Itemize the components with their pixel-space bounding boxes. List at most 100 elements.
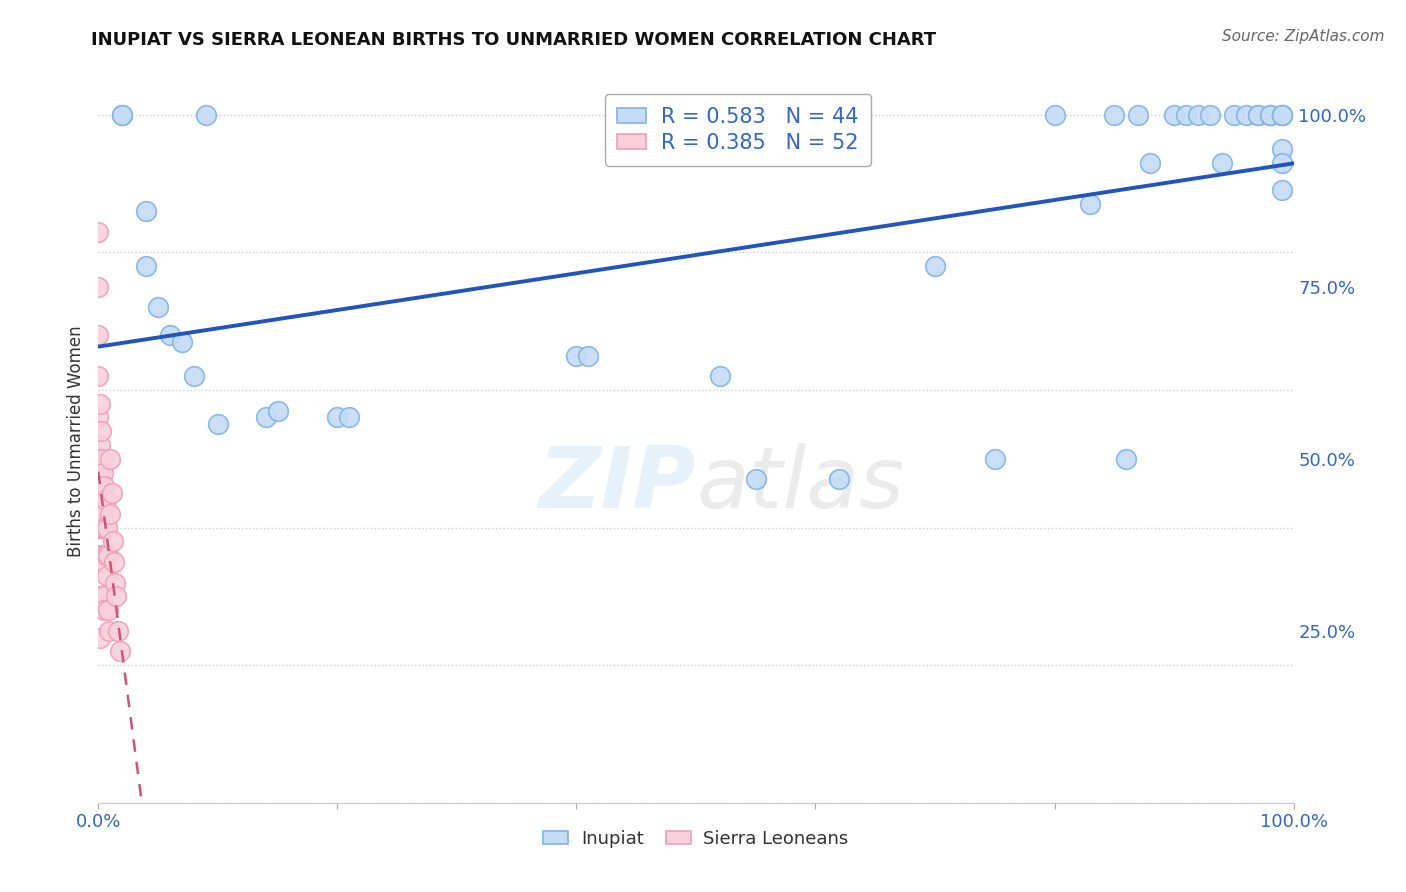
Point bbox=[87, 500, 110, 514]
Point bbox=[91, 520, 114, 534]
Point bbox=[172, 334, 194, 349]
Point bbox=[91, 451, 114, 466]
Point bbox=[1211, 156, 1233, 170]
Point bbox=[565, 349, 588, 363]
Point bbox=[148, 301, 170, 315]
Point bbox=[87, 369, 110, 384]
Point bbox=[87, 327, 110, 342]
Point bbox=[91, 486, 114, 500]
Point bbox=[91, 555, 114, 569]
Point bbox=[111, 108, 134, 122]
Point bbox=[89, 520, 111, 534]
Point bbox=[709, 369, 731, 384]
Point bbox=[159, 327, 181, 342]
Point bbox=[107, 624, 129, 638]
Point bbox=[1223, 108, 1246, 122]
Point bbox=[578, 349, 600, 363]
Point bbox=[267, 403, 290, 417]
Point bbox=[91, 466, 114, 480]
Point bbox=[1271, 108, 1294, 122]
Point bbox=[96, 568, 118, 582]
Point bbox=[101, 534, 124, 549]
Point bbox=[1258, 108, 1281, 122]
Point bbox=[94, 493, 117, 508]
Point bbox=[924, 259, 946, 273]
Point bbox=[91, 590, 114, 604]
Point bbox=[745, 472, 768, 486]
Point bbox=[1080, 197, 1102, 211]
Point bbox=[91, 507, 114, 521]
Point bbox=[96, 520, 118, 534]
Point bbox=[94, 548, 117, 562]
Point bbox=[1271, 142, 1294, 156]
Point bbox=[91, 548, 114, 562]
Point bbox=[93, 479, 115, 493]
Point bbox=[87, 555, 110, 569]
Point bbox=[98, 451, 122, 466]
Point bbox=[1139, 156, 1161, 170]
Point bbox=[87, 451, 110, 466]
Point bbox=[89, 397, 111, 411]
Point bbox=[93, 520, 115, 534]
Point bbox=[339, 410, 361, 425]
Point bbox=[87, 225, 110, 239]
Point bbox=[1163, 108, 1185, 122]
Point bbox=[89, 548, 111, 562]
Point bbox=[90, 451, 112, 466]
Point bbox=[100, 486, 122, 500]
Point bbox=[90, 424, 112, 438]
Text: ZIP: ZIP bbox=[538, 443, 696, 526]
Point bbox=[104, 575, 127, 590]
Point bbox=[984, 451, 1007, 466]
Point bbox=[183, 369, 205, 384]
Point bbox=[87, 279, 110, 293]
Point bbox=[89, 466, 111, 480]
Text: atlas: atlas bbox=[696, 443, 904, 526]
Point bbox=[89, 438, 111, 452]
Point bbox=[207, 417, 229, 432]
Point bbox=[135, 259, 157, 273]
Point bbox=[1271, 108, 1294, 122]
Point bbox=[1258, 108, 1281, 122]
Point bbox=[93, 555, 115, 569]
Point bbox=[1234, 108, 1257, 122]
Y-axis label: Births to Unmarried Women: Births to Unmarried Women bbox=[66, 326, 84, 558]
Point bbox=[1104, 108, 1126, 122]
Point bbox=[108, 644, 131, 658]
Point bbox=[1115, 451, 1137, 466]
Point bbox=[1187, 108, 1209, 122]
Point bbox=[87, 520, 110, 534]
Point bbox=[1175, 108, 1198, 122]
Point bbox=[98, 507, 122, 521]
Point bbox=[254, 410, 277, 425]
Point bbox=[1247, 108, 1270, 122]
Point bbox=[98, 624, 121, 638]
Point bbox=[87, 410, 110, 425]
Point bbox=[1271, 108, 1294, 122]
Point bbox=[90, 555, 112, 569]
Point bbox=[87, 479, 110, 493]
Point bbox=[326, 410, 349, 425]
Point bbox=[89, 631, 111, 645]
Text: Source: ZipAtlas.com: Source: ZipAtlas.com bbox=[1222, 29, 1385, 44]
Point bbox=[93, 603, 115, 617]
Point bbox=[111, 108, 134, 122]
Point bbox=[1271, 183, 1294, 197]
Point bbox=[89, 493, 111, 508]
Legend: Inupiat, Sierra Leoneans: Inupiat, Sierra Leoneans bbox=[536, 822, 856, 855]
Point bbox=[1043, 108, 1066, 122]
Point bbox=[1247, 108, 1270, 122]
Point bbox=[97, 548, 120, 562]
Point bbox=[195, 108, 218, 122]
Point bbox=[1199, 108, 1222, 122]
Point bbox=[105, 590, 128, 604]
Point bbox=[89, 590, 111, 604]
Point bbox=[97, 603, 120, 617]
Point bbox=[103, 555, 125, 569]
Point bbox=[1128, 108, 1150, 122]
Point bbox=[828, 472, 851, 486]
Point bbox=[135, 204, 157, 219]
Point bbox=[90, 486, 112, 500]
Point bbox=[1271, 156, 1294, 170]
Text: INUPIAT VS SIERRA LEONEAN BIRTHS TO UNMARRIED WOMEN CORRELATION CHART: INUPIAT VS SIERRA LEONEAN BIRTHS TO UNMA… bbox=[91, 31, 936, 49]
